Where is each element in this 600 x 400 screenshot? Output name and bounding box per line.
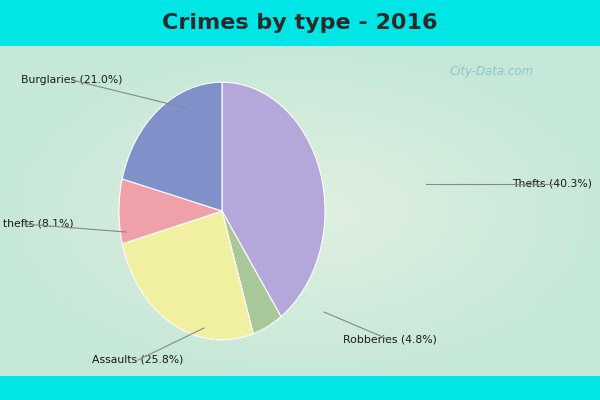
Wedge shape [119,179,222,244]
Wedge shape [122,82,222,211]
Text: Assaults (25.8%): Assaults (25.8%) [92,355,184,365]
Text: Crimes by type - 2016: Crimes by type - 2016 [162,13,438,33]
Text: Burglaries (21.0%): Burglaries (21.0%) [21,75,123,85]
Text: Robberies (4.8%): Robberies (4.8%) [343,335,437,345]
Wedge shape [122,211,253,340]
Wedge shape [222,82,325,317]
Text: Thefts (40.3%): Thefts (40.3%) [512,179,592,189]
Text: Auto thefts (8.1%): Auto thefts (8.1%) [0,219,74,229]
Text: City-Data.com: City-Data.com [450,66,534,78]
Wedge shape [222,211,281,334]
